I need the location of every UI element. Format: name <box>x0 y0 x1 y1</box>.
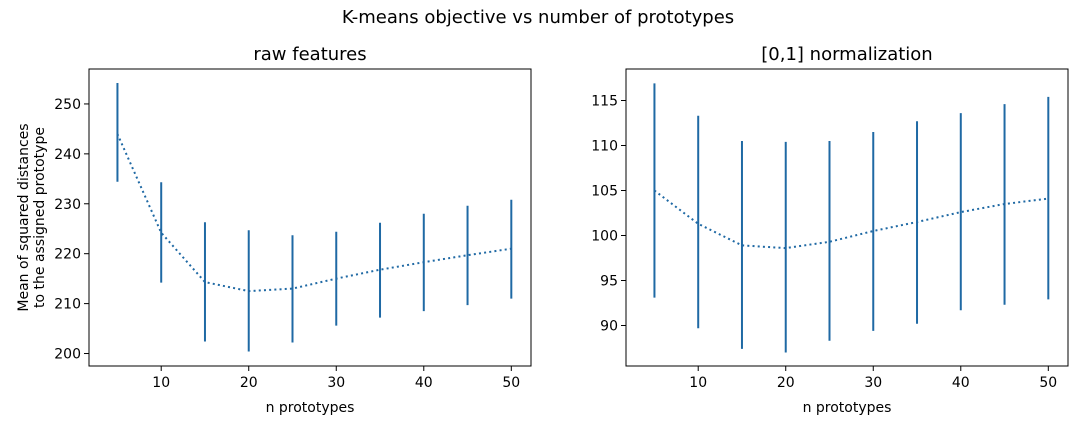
x-tick-label: 10 <box>152 375 170 391</box>
x-tick-label: 40 <box>415 375 433 391</box>
plot-frame <box>88 68 532 367</box>
x-tick-label: 30 <box>327 375 345 391</box>
figure-title: K-means objective vs number of prototype… <box>342 7 734 28</box>
y-tick-label: 200 <box>54 347 81 363</box>
x-tick-label: 10 <box>689 375 707 391</box>
axis-title: raw features <box>253 44 366 65</box>
x-tick-label: 20 <box>240 375 258 391</box>
x-axis-label: n prototypes <box>803 400 892 416</box>
x-tick-label: 50 <box>502 375 520 391</box>
y-axis-label-line: Mean of squared distances <box>16 123 32 311</box>
y-axis-label-line: to the assigned prototype <box>32 127 48 308</box>
y-tick-label: 220 <box>54 247 81 263</box>
y-tick-label: 115 <box>591 94 618 110</box>
y-axis-label: Mean of squared distancesto the assigned… <box>16 123 48 311</box>
x-tick-label: 50 <box>1039 375 1057 391</box>
y-tick-label: 90 <box>600 319 618 335</box>
x-tick-label: 40 <box>952 375 970 391</box>
y-tick-label: 110 <box>591 139 618 155</box>
y-tick-label: 240 <box>54 147 81 163</box>
chart-normalization: [0,1] normalization 10 20 30 40 50 90 95 100 105 1… <box>591 44 1069 416</box>
y-tick-label: 250 <box>54 97 81 113</box>
y-tick-label: 95 <box>600 274 618 290</box>
y-tick-label: 210 <box>54 297 81 313</box>
x-axis-label: n prototypes <box>266 400 355 416</box>
axis-title: [0,1] normalization <box>761 44 932 65</box>
plot-frame <box>625 68 1069 367</box>
x-tick-label: 30 <box>864 375 882 391</box>
chart-raw-features: raw features 10 20 30 40 50 200 210 220 230 240 250… <box>16 44 532 416</box>
y-tick-label: 105 <box>591 184 618 200</box>
series-line <box>653 189 1049 250</box>
x-tick-label: 20 <box>777 375 795 391</box>
y-tick-label: 230 <box>54 197 81 213</box>
y-tick-label: 100 <box>591 229 618 245</box>
series-line <box>116 133 512 293</box>
